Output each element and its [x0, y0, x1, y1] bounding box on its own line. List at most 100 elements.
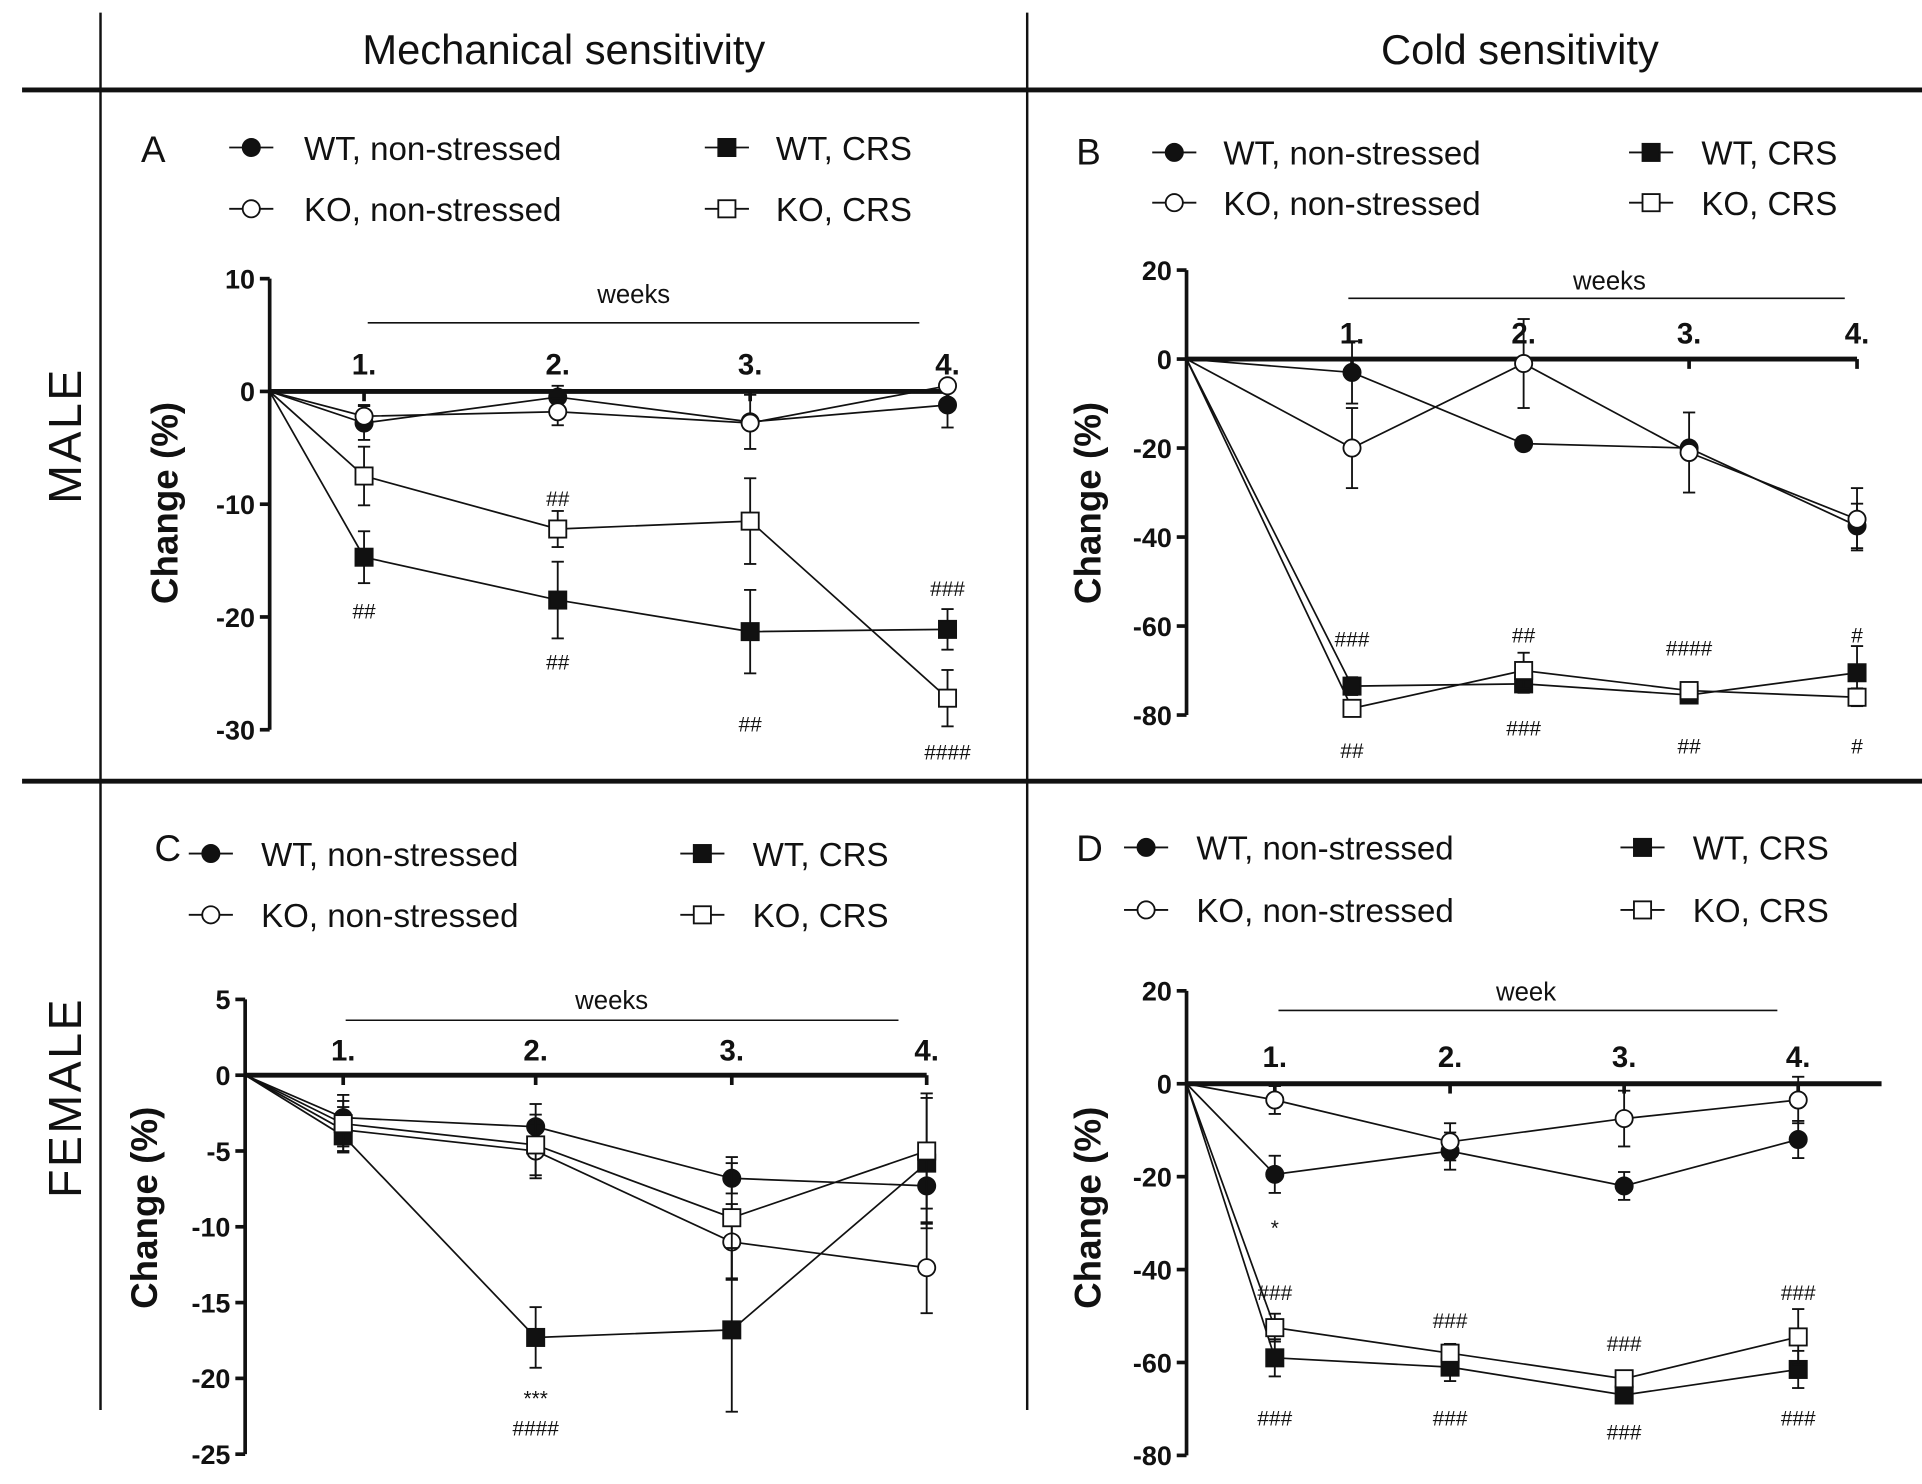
- significance-annotation: ##: [739, 713, 763, 736]
- significance-annotation: ###: [1607, 1333, 1642, 1356]
- weeks-label: weeks: [1572, 268, 1646, 296]
- series-open-circle: [269, 376, 958, 433]
- weeks-label: weeks: [574, 987, 648, 1015]
- series-open-circle: [1186, 318, 1867, 552]
- data-point: [1265, 1318, 1285, 1338]
- data-point: [1514, 661, 1534, 681]
- legend-item: WT, non-stressed: [1124, 831, 1454, 868]
- data-point: [1342, 698, 1362, 718]
- y-tick-label: -20: [1133, 434, 1172, 464]
- data-point: [1614, 1109, 1634, 1129]
- significance-annotation: ###: [930, 578, 965, 601]
- x-tick-label: 4.: [914, 1035, 939, 1068]
- series-open-square: [1185, 1083, 1808, 1389]
- y-axis-label: Change (%): [1068, 402, 1109, 604]
- data-point: [354, 466, 374, 486]
- y-axis-label: Change (%): [1068, 1107, 1109, 1309]
- legend-marker-open-square-icon: [692, 905, 712, 925]
- legend-marker-filled-square-icon: [1641, 142, 1661, 162]
- series-filled-circle: [244, 1074, 937, 1225]
- legend-label: WT, CRS: [1701, 136, 1837, 173]
- x-tick-label: 3.: [1612, 1041, 1637, 1074]
- data-point: [1788, 1090, 1808, 1110]
- legend-item: WT, CRS: [1620, 831, 1829, 868]
- row-header-female: FEMALE: [39, 997, 91, 1198]
- y-tick-label: 5: [215, 985, 230, 1015]
- series-line: [244, 1074, 927, 1269]
- legend-label: WT, non-stressed: [1196, 831, 1453, 868]
- significance-annotation: ####: [924, 742, 971, 765]
- y-tick-label: -60: [1133, 612, 1172, 642]
- data-point: [1342, 676, 1362, 696]
- series-open-square: [244, 1074, 937, 1280]
- legend-label: KO, non-stressed: [304, 192, 561, 229]
- legend-item: KO, non-stressed: [1152, 186, 1481, 223]
- weeks-label: week: [1495, 979, 1556, 1007]
- y-tick-label: -10: [191, 1213, 230, 1243]
- legend-marker-filled-square-icon: [717, 138, 737, 158]
- x-tick-label: 3.: [1677, 318, 1702, 351]
- series-open-square: [269, 390, 958, 728]
- y-tick-label: 10: [225, 264, 255, 294]
- data-point: [1514, 434, 1534, 454]
- x-tick-label: 3.: [720, 1035, 745, 1068]
- significance-annotation: ##: [1678, 736, 1702, 759]
- x-tick-label: 2.: [545, 348, 570, 381]
- significance-annotation: *: [1271, 1217, 1279, 1240]
- legend-label: WT, CRS: [1693, 831, 1829, 868]
- data-point: [548, 519, 568, 539]
- data-point: [333, 1114, 353, 1134]
- x-tick-label: 1.: [352, 348, 377, 381]
- data-point: [1847, 687, 1867, 707]
- column-header-mechanical: Mechanical sensitivity: [362, 26, 765, 73]
- panel-b: B WT, non-stressed KO, non-stressed WT, CRS…: [1068, 132, 1870, 763]
- legend-item: KO, CRS: [704, 192, 912, 229]
- y-tick-label: -20: [191, 1364, 230, 1394]
- legend-item: WT, non-stressed: [229, 131, 561, 168]
- y-tick-label: -15: [191, 1288, 230, 1318]
- legend-item: WT, CRS: [704, 131, 912, 168]
- data-point: [354, 547, 374, 567]
- x-tick-label: 1.: [1263, 1041, 1288, 1074]
- significance-annotation: ###: [1506, 718, 1541, 741]
- y-tick-label: -10: [216, 490, 255, 520]
- data-point: [938, 395, 958, 415]
- column-header-cold: Cold sensitivity: [1381, 26, 1659, 73]
- y-tick-label: 0: [1157, 345, 1172, 375]
- y-tick-label: -40: [1133, 1255, 1172, 1285]
- significance-annotation: ####: [512, 1418, 559, 1441]
- data-point: [526, 1135, 546, 1155]
- legend-marker-open-square-icon: [1633, 900, 1653, 920]
- legend-marker-open-circle-icon: [201, 905, 221, 925]
- legend-marker-open-circle-icon: [241, 199, 261, 219]
- data-point: [722, 1208, 742, 1228]
- data-point: [1265, 1164, 1285, 1184]
- weeks-label: weeks: [596, 281, 670, 309]
- legend-item: WT, CRS: [680, 837, 889, 874]
- legend-marker-filled-circle-icon: [241, 138, 261, 158]
- data-point: [1847, 663, 1867, 683]
- legend-marker-filled-circle-icon: [1164, 142, 1184, 162]
- legend-marker-open-circle-icon: [1136, 900, 1156, 920]
- legend-item: KO, non-stressed: [229, 192, 561, 229]
- data-point: [354, 406, 374, 426]
- panel-letter: C: [154, 828, 181, 869]
- legend-marker-filled-square-icon: [1633, 837, 1653, 857]
- significance-annotation: ###: [1257, 1282, 1292, 1305]
- y-tick-label: -40: [1133, 523, 1172, 553]
- legend-label: WT, CRS: [753, 837, 889, 874]
- panel-letter: D: [1076, 828, 1103, 869]
- panel-c: C WT, non-stressed KO, non-stressed WT, CRS…: [124, 828, 939, 1470]
- y-tick-label: 20: [1142, 977, 1172, 1007]
- y-tick-label: 0: [1157, 1070, 1172, 1100]
- data-point: [1788, 1327, 1808, 1347]
- significance-annotation: ###: [1433, 1310, 1468, 1333]
- legend-item: KO, non-stressed: [188, 898, 518, 935]
- legend-label: KO, CRS: [1701, 186, 1837, 223]
- legend-marker-filled-square-icon: [692, 844, 712, 864]
- y-tick-label: -80: [1133, 1441, 1172, 1471]
- significance-annotation: ***: [523, 1387, 547, 1410]
- significance-annotation: #: [1851, 736, 1863, 759]
- significance-annotation: ##: [1512, 624, 1536, 647]
